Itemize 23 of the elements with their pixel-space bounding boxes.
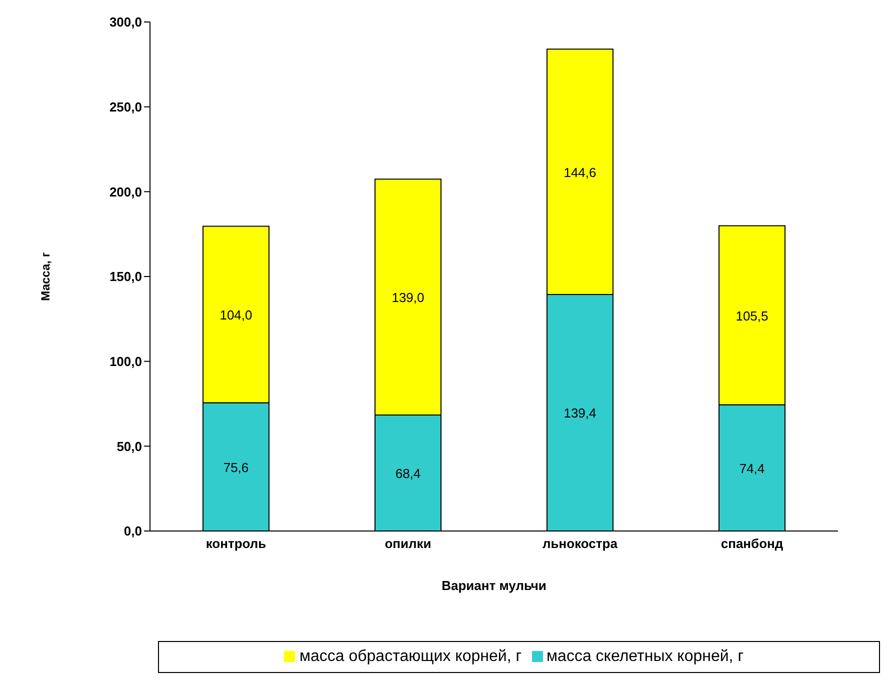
legend-label: масса обрастающих корней, г bbox=[299, 648, 522, 665]
data-label: 75,6 bbox=[223, 460, 249, 475]
x-axis-title: Вариант мульчи bbox=[442, 578, 546, 594]
data-label: 105,5 bbox=[736, 308, 768, 324]
data-label: 144,6 bbox=[564, 164, 596, 180]
legend-label: масса скелетных корней, г bbox=[546, 648, 744, 665]
data-label: 68,4 bbox=[395, 466, 421, 481]
y-tick-label: 150,0 bbox=[109, 269, 142, 284]
x-tick-label: льнокостра bbox=[542, 536, 618, 552]
y-tick-label: 100,0 bbox=[109, 354, 142, 369]
y-tick-label: 50,0 bbox=[116, 438, 142, 454]
data-label: 139,0 bbox=[392, 290, 424, 306]
x-tick-label: опилки bbox=[384, 536, 432, 552]
y-axis-title: Масса, г bbox=[38, 252, 52, 301]
x-tick-label: контроль bbox=[206, 536, 266, 552]
data-label: 74,4 bbox=[739, 460, 765, 476]
data-label: 104,0 bbox=[220, 308, 252, 323]
data-label: 139,4 bbox=[564, 406, 596, 421]
y-tick-label: 300,0 bbox=[109, 14, 142, 30]
y-tick-label: 0,0 bbox=[124, 524, 142, 539]
y-tick-label: 200,0 bbox=[109, 184, 142, 200]
x-tick-label: спанбонд bbox=[720, 536, 784, 552]
y-tick-label: 250,0 bbox=[109, 99, 142, 114]
